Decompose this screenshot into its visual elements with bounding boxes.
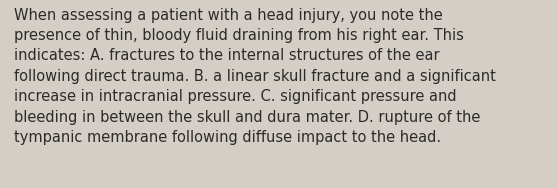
Text: When assessing a patient with a head injury, you note the
presence of thin, bloo: When assessing a patient with a head inj… [14,8,496,145]
